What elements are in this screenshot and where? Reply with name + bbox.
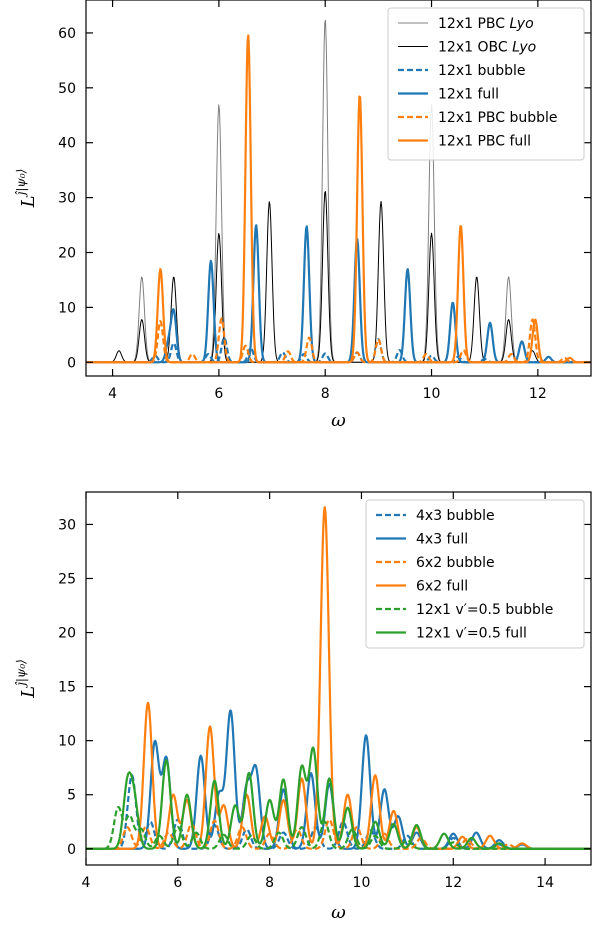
y-axis-label: Lĵ|ψ₀⟩ <box>14 659 39 699</box>
y-tick-label: 30 <box>58 517 76 533</box>
x-tick-label: 4 <box>82 875 91 891</box>
legend-box <box>365 499 585 649</box>
plot-area <box>86 19 591 364</box>
y-axis-label-superscript: ĵ|ψ₀⟩ <box>14 659 28 688</box>
y-tick-label: 5 <box>67 788 76 804</box>
x-tick-label: 8 <box>321 386 330 402</box>
series-line-4 <box>86 317 591 364</box>
x-axis-label: ω <box>331 410 346 431</box>
legend-label-1: 4x3 full <box>416 532 468 548</box>
chart-bottom: 4 6 8 10 12 14 0 5 10 15 20 25 30 ω Lĵ|ψ₀⟩ 4x3 bubble 4x… <box>14 491 592 923</box>
x-tick-label: 6 <box>214 386 223 402</box>
series-line-2 <box>86 818 591 850</box>
series-line-5 <box>86 34 591 364</box>
x-tick-label: 6 <box>173 875 182 891</box>
y-tick-label: 0 <box>67 842 76 858</box>
x-tick-label: 10 <box>423 386 441 402</box>
legend-box <box>387 7 585 161</box>
y-tick-label: 60 <box>58 26 76 42</box>
legend-label-3: 12x1 full <box>438 87 499 103</box>
legend-label-1: 12x1 OBC Lyo <box>438 40 536 56</box>
series-line-5 <box>86 746 591 850</box>
y-tick-label: 40 <box>58 136 76 152</box>
legend-label-2: 12x1 bubble <box>438 63 526 79</box>
y-axis-label-main: L <box>18 195 39 208</box>
x-tick-label: 8 <box>265 875 274 891</box>
legend-label-3: 6x2 full <box>416 579 468 595</box>
y-tick-label: 20 <box>58 245 76 261</box>
y-tick-label: 10 <box>58 300 76 316</box>
y-tick-label: 25 <box>58 571 76 587</box>
series-line-1 <box>86 709 591 850</box>
y-axis-label-main: L <box>18 686 39 699</box>
y-tick-label: 50 <box>58 81 76 97</box>
legend-label-italic: Lyo <box>509 16 533 32</box>
x-tick-label: 4 <box>108 386 117 402</box>
y-axis-label-superscript: ĵ|ψ₀⟩ <box>14 169 28 198</box>
legend-label-0: 12x1 PBC Lyo <box>438 16 534 32</box>
y-tick-label: 30 <box>58 191 76 207</box>
legend-label-4: 12x1 v′=0.5 bubble <box>416 602 553 618</box>
legend-label-4: 12x1 PBC bubble <box>438 110 558 126</box>
legend-label-0: 4x3 bubble <box>416 508 495 524</box>
x-tick-label: 12 <box>444 875 462 891</box>
x-tick-label: 14 <box>536 875 554 891</box>
legend-label-5: 12x1 PBC full <box>438 134 531 150</box>
x-tick-label: 12 <box>529 386 547 402</box>
plot-frame <box>85 0 592 377</box>
x-axis-label: ω <box>331 902 346 923</box>
legend-label-text: 12x1 OBC <box>438 40 512 56</box>
legend-label-text: 12x1 PBC <box>438 16 509 32</box>
legend-label-5: 12x1 v′=0.5 full <box>416 626 527 642</box>
legend-label-italic: Lyo <box>512 40 536 56</box>
plot-area <box>86 506 591 850</box>
y-tick-label: 0 <box>67 355 76 371</box>
plot-frame <box>85 491 592 866</box>
y-axis-label: Lĵ|ψ₀⟩ <box>14 169 39 209</box>
legend-label-2: 6x2 bubble <box>416 555 495 571</box>
y-tick-label: 10 <box>58 734 76 750</box>
x-tick-label: 10 <box>353 875 371 891</box>
y-tick-label: 20 <box>58 626 76 642</box>
y-tick-label: 15 <box>58 680 76 696</box>
